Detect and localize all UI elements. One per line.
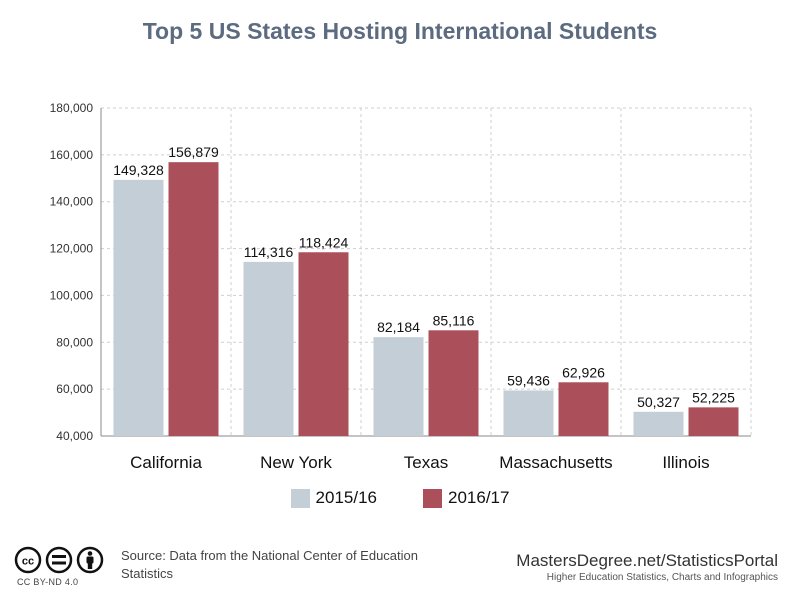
bar — [243, 261, 294, 436]
license-label: CC BY-ND 4.0 — [17, 577, 79, 587]
data-label: 82,184 — [377, 319, 420, 335]
bar — [633, 411, 684, 436]
legend-item-2016-17: 2016/17 — [423, 488, 509, 508]
bar — [168, 162, 219, 437]
bar — [428, 330, 479, 436]
data-label: 52,225 — [692, 389, 735, 405]
data-label: 118,424 — [299, 234, 349, 250]
cc-icon: cc — [14, 546, 42, 574]
y-tick-label: 140,000 — [50, 195, 94, 209]
legend: 2015/16 2016/17 — [0, 488, 800, 508]
bar-chart: 40,000 60,000 80,000 100,000 120,000 140,000 1… — [50, 101, 752, 472]
legend-label-2016-17: 2016/17 — [448, 488, 510, 507]
y-tick-label: 180,000 — [50, 101, 94, 115]
equal-icon — [45, 546, 73, 574]
y-tick-label: 40,000 — [56, 429, 93, 443]
brand-tagline: Higher Education Statistics, Charts and … — [546, 572, 778, 583]
person-icon — [76, 546, 104, 574]
data-label: 62,926 — [562, 364, 605, 380]
data-label: 50,327 — [637, 394, 680, 410]
x-tick-label: California — [130, 453, 202, 472]
chart-title: Top 5 US States Hosting International St… — [142, 18, 658, 44]
bar — [373, 337, 424, 436]
bar — [503, 390, 554, 436]
bar — [688, 407, 739, 436]
y-tick-label: 120,000 — [50, 242, 94, 256]
data-label: 149,328 — [113, 162, 164, 178]
y-tick-label: 60,000 — [56, 382, 93, 396]
legend-item-2015-16: 2015/16 — [290, 488, 377, 508]
data-label: 85,116 — [433, 312, 475, 328]
y-tick-label: 80,000 — [56, 335, 93, 349]
brand-block: MastersDegree.net/StatisticsPortal Highe… — [516, 551, 778, 583]
svg-text:cc: cc — [22, 556, 34, 568]
x-tick-label: Illinois — [662, 453, 709, 472]
x-tick-label: New York — [260, 453, 332, 472]
bar — [113, 179, 164, 436]
source-note: Source: Data from the National Center of… — [121, 548, 418, 581]
brand-name: MastersDegree.net/StatisticsPortal — [516, 551, 778, 570]
legend-swatch-2016-17 — [423, 488, 442, 508]
data-label: 114,316 — [244, 244, 294, 260]
data-label: 156,879 — [168, 144, 219, 160]
legend-label-2015-16: 2015/16 — [315, 488, 377, 507]
x-tick-label: Texas — [404, 453, 448, 472]
x-tick-label: Massachusetts — [499, 453, 612, 472]
legend-swatch-2015-16 — [290, 488, 310, 508]
data-label: 59,436 — [507, 372, 550, 388]
y-tick-label: 100,000 — [50, 288, 94, 302]
bar — [298, 252, 349, 436]
cc-license-badge: cc — [14, 546, 104, 574]
y-tick-label: 160,000 — [50, 148, 94, 162]
bar — [558, 382, 609, 436]
